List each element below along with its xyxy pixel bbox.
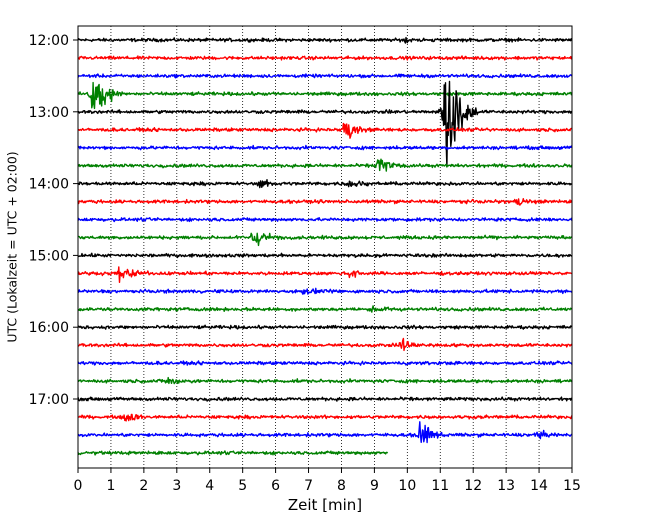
x-tick-label: 5 <box>238 478 247 494</box>
seismic-trace <box>77 81 573 110</box>
x-tick-label: 14 <box>530 478 548 494</box>
seismic-trace <box>77 376 573 385</box>
seismic-trace <box>77 305 573 313</box>
seismic-trace <box>77 266 572 283</box>
seismic-trace <box>77 178 572 189</box>
x-tick-label: 6 <box>271 478 280 494</box>
x-tick-label: 10 <box>398 478 416 494</box>
y-tick-label: 17:00 <box>29 392 69 408</box>
x-tick-label: 13 <box>497 478 515 494</box>
seismic-trace <box>77 421 573 444</box>
seismic-trace <box>77 450 389 456</box>
y-axis-ticks: 12:00 13:00 14:00 15:00 16:00 17:00 <box>29 33 78 408</box>
x-tick-label: 0 <box>74 478 83 494</box>
x-tick-label: 7 <box>304 478 313 494</box>
x-tick-label: 15 <box>563 478 581 494</box>
x-tick-label: 1 <box>106 478 115 494</box>
x-axis-ticks: 0 1 2 3 4 5 6 7 8 9 10 11 12 13 14 15 <box>74 468 581 494</box>
x-tick-label: 3 <box>172 478 181 494</box>
seismic-trace <box>77 55 573 61</box>
x-tick-label: 2 <box>139 478 148 494</box>
y-tick-label: 12:00 <box>29 33 69 49</box>
x-tick-label: 9 <box>370 478 379 494</box>
seismic-trace <box>77 36 573 44</box>
seismic-trace <box>77 144 573 151</box>
seismic-trace <box>77 122 573 139</box>
seismic-trace <box>77 216 573 223</box>
y-tick-label: 14:00 <box>29 177 69 193</box>
seismic-trace <box>77 360 573 366</box>
seismic-traces <box>77 36 573 456</box>
plot-frame <box>77 25 573 469</box>
seismic-trace <box>77 287 573 295</box>
seismic-trace <box>77 337 573 352</box>
seismic-trace <box>77 73 573 79</box>
y-tick-label: 16:00 <box>29 320 69 336</box>
x-tick-label: 11 <box>431 478 449 494</box>
x-tick-label: 4 <box>205 478 214 494</box>
x-tick-label: 12 <box>464 478 482 494</box>
seismic-trace <box>77 197 573 206</box>
seismic-trace <box>77 232 573 247</box>
seismic-trace <box>77 413 573 422</box>
y-tick-label: 13:00 <box>29 105 69 121</box>
seismic-trace <box>77 80 573 168</box>
x-tick-label: 8 <box>337 478 346 494</box>
seismic-trace <box>77 396 573 402</box>
x-axis-label: Zeit [min] <box>288 496 362 514</box>
seismic-trace <box>77 324 573 330</box>
seismic-trace <box>77 252 573 259</box>
y-axis-label: UTC (Lokalzeit = UTC + 02:00) <box>4 151 19 342</box>
seismic-trace <box>77 158 573 172</box>
y-tick-label: 15:00 <box>29 248 69 264</box>
